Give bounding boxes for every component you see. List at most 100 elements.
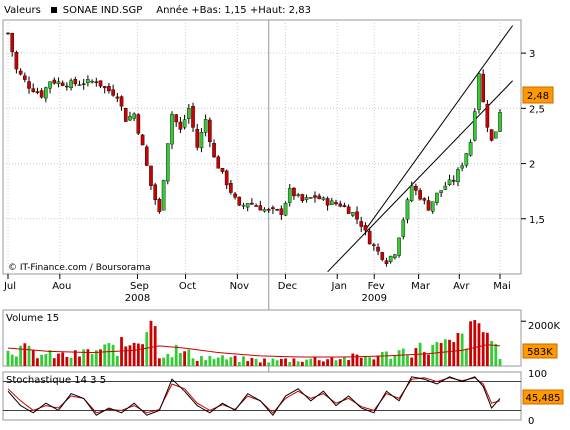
candle-body — [233, 193, 237, 198]
volume-bar — [258, 362, 262, 366]
volume-bar — [69, 357, 73, 366]
candle-body — [23, 75, 27, 80]
candle-body — [203, 119, 208, 133]
volume-bar — [187, 349, 191, 366]
candle-body — [174, 114, 179, 123]
x-tick-label: Avr — [453, 281, 470, 292]
volume-bar — [330, 357, 334, 366]
volume-bar — [153, 326, 157, 366]
trend-channel — [327, 25, 514, 273]
candle-body — [372, 244, 376, 246]
volume-bar — [216, 357, 220, 366]
volume-bar — [73, 350, 77, 366]
candle-body — [237, 196, 242, 206]
volume-bar — [221, 355, 224, 366]
volume-bars — [6, 320, 526, 366]
volume-bar — [431, 345, 435, 366]
stoch-tick-0: 0 — [528, 416, 534, 427]
candle-body — [472, 111, 477, 141]
candle-body — [439, 190, 443, 193]
candle-body — [94, 81, 99, 83]
candle-body — [279, 208, 284, 215]
volume-bar — [284, 358, 287, 366]
volume-bar — [61, 352, 65, 366]
volume-bar — [317, 360, 321, 366]
volume-bar — [170, 357, 174, 366]
candle-body — [292, 187, 296, 197]
volume-bar — [313, 356, 317, 366]
volume-bar — [271, 358, 275, 366]
volume-bar — [212, 359, 216, 366]
x-tick-label: Oct — [179, 281, 196, 292]
candle-body — [388, 255, 393, 262]
candle-body — [325, 198, 330, 206]
volume-bar — [57, 353, 60, 366]
candle-body — [212, 143, 216, 158]
volume-bar — [237, 361, 241, 366]
volume-bar — [120, 337, 123, 366]
volume-bar — [23, 343, 27, 366]
candle-body — [144, 146, 149, 166]
volume-bar — [78, 356, 81, 366]
volume-bar — [406, 355, 409, 366]
volume-bar — [124, 346, 128, 366]
candle-body — [73, 79, 78, 85]
volume-bar — [157, 358, 161, 366]
volume-bar — [204, 360, 208, 366]
volume-bar — [15, 356, 18, 366]
candle-body — [140, 134, 145, 146]
volume-bar — [343, 356, 346, 366]
x-tick-label: Sep — [130, 281, 149, 292]
volume-bar — [376, 355, 380, 366]
volume-bar — [162, 357, 165, 366]
volume-bar — [82, 349, 86, 366]
candle-body — [52, 79, 57, 84]
candle-body — [10, 33, 15, 53]
volume-bar — [464, 348, 468, 366]
volume-bar — [452, 342, 456, 366]
candle-body — [90, 80, 94, 83]
volume-bar — [195, 360, 199, 366]
candle-body — [334, 202, 338, 205]
volume-bar — [208, 355, 212, 366]
candle-body — [418, 190, 422, 200]
candle-body — [296, 194, 300, 196]
volume-bar — [128, 345, 132, 366]
volume-bar — [351, 353, 355, 366]
candle-body — [56, 81, 61, 84]
values-label: Valeurs — [4, 4, 41, 16]
x-tick-label: Jul — [3, 281, 16, 292]
candle-body — [346, 206, 351, 214]
candle-body — [102, 86, 107, 89]
volume-bar — [19, 345, 23, 366]
candle-body — [338, 203, 343, 207]
square-bullet-icon — [50, 7, 57, 13]
volume-bar — [380, 352, 384, 366]
volume-bar — [246, 361, 250, 366]
candle-body — [464, 153, 469, 166]
candle-body — [31, 88, 36, 92]
candle-body — [157, 198, 162, 213]
candle-body — [363, 225, 368, 231]
candle-body — [468, 142, 473, 156]
volume-bar — [359, 357, 363, 366]
candle-body — [35, 91, 40, 93]
volume-bar — [490, 341, 493, 366]
volume-bar — [385, 351, 388, 366]
x-tick-label: Dec — [278, 281, 297, 292]
candle-body — [170, 114, 174, 145]
volume-bar — [225, 359, 229, 366]
candle-body — [443, 185, 448, 190]
x-tick-label: Nov — [230, 281, 250, 292]
last-stoch-label: 45,485 — [526, 393, 561, 404]
candle-body — [384, 260, 389, 264]
last-price-label: 2,48 — [527, 91, 549, 102]
volume-bar — [326, 359, 329, 366]
volume-bar — [141, 344, 144, 366]
candle-body — [208, 119, 212, 142]
candle-body — [447, 179, 452, 186]
volume-bar — [242, 356, 245, 366]
candle-body — [165, 143, 170, 182]
candle-body — [435, 192, 439, 203]
volume-bar — [65, 356, 69, 366]
